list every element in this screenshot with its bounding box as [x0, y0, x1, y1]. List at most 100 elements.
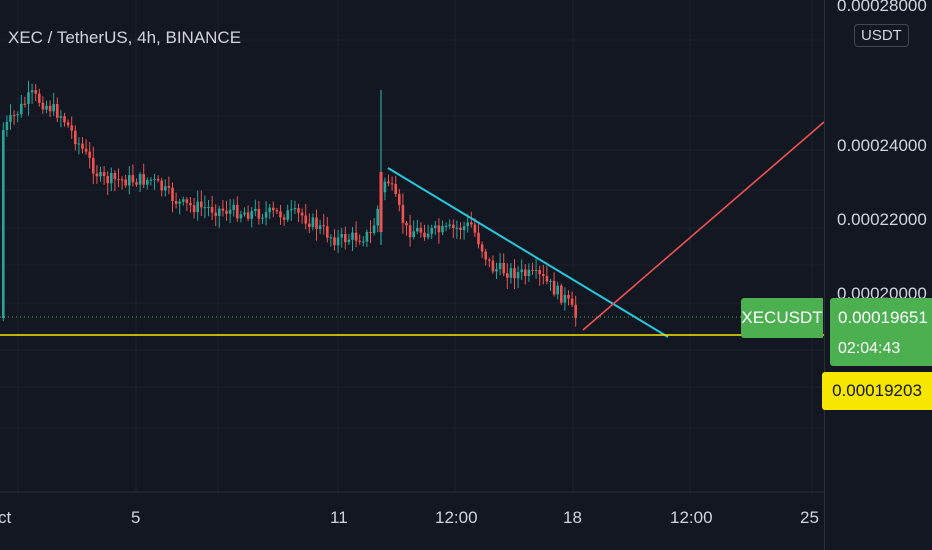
candle-body: [387, 181, 390, 184]
candle-body: [379, 172, 383, 232]
candle-body: [77, 143, 81, 145]
candle-body: [441, 225, 444, 233]
candle-body: [138, 174, 142, 185]
candle-body: [70, 125, 73, 131]
last-price-value: 0.00019651: [838, 308, 928, 327]
candle-body: [520, 269, 523, 273]
candle-body: [156, 178, 160, 181]
candle-body: [286, 210, 289, 220]
time-label: 11: [330, 508, 348, 527]
candle-body: [524, 269, 527, 277]
candle-body: [66, 122, 70, 126]
candle-body: [74, 130, 77, 145]
candle-body: [354, 232, 358, 241]
candle-body: [477, 232, 480, 245]
candle-body: [502, 262, 505, 274]
candle-body: [110, 173, 113, 184]
candle-body: [5, 121, 9, 130]
candle-body: [12, 115, 16, 117]
candle-body: [452, 224, 455, 228]
candle-body: [498, 262, 502, 269]
candle-body: [192, 205, 196, 213]
candle-body: [272, 207, 275, 211]
candle-body: [459, 227, 462, 230]
candle-body: [347, 239, 351, 243]
candle-body: [153, 178, 156, 180]
candle-body: [336, 237, 340, 246]
candle-body: [466, 222, 469, 227]
candle-body: [308, 223, 311, 227]
candle-body: [401, 204, 405, 224]
candle-body: [318, 225, 322, 229]
candle-body: [390, 183, 394, 185]
candle-body: [48, 105, 52, 112]
candle-body: [174, 201, 178, 204]
candle-body: [246, 212, 250, 219]
candle-body: [495, 268, 498, 272]
candle-body: [135, 182, 138, 185]
candle-body: [45, 105, 48, 110]
candle-body: [254, 208, 257, 211]
candle-body: [225, 210, 228, 214]
currency-button[interactable]: USDT: [854, 24, 909, 47]
candle-body: [113, 173, 117, 180]
candle-body: [560, 285, 563, 303]
candle-body: [268, 207, 271, 213]
candle-body: [34, 90, 37, 94]
candle-body: [300, 212, 304, 216]
time-label: ct: [0, 508, 12, 527]
candle-body: [351, 232, 354, 240]
candle-body: [84, 148, 88, 152]
candle-body: [322, 225, 325, 227]
candle-body: [160, 180, 163, 191]
candle-body: [462, 226, 466, 230]
candle-body: [430, 227, 433, 234]
candle-body: [333, 237, 336, 246]
time-label: 18: [563, 508, 582, 527]
candle-body: [200, 201, 203, 208]
candle-body: [372, 225, 376, 233]
candle-body: [23, 103, 27, 105]
candle-body: [506, 273, 509, 278]
candle-body: [311, 217, 315, 227]
candle-body: [264, 212, 268, 218]
candle-body: [290, 209, 293, 211]
candle-body: [369, 232, 372, 234]
candle-body: [383, 181, 387, 193]
candle-body: [189, 202, 192, 206]
candle-body: [329, 237, 333, 239]
candle-body: [552, 280, 556, 295]
candle-body: [257, 208, 261, 219]
time-label: 5: [131, 508, 141, 527]
projection-line: [582, 121, 825, 331]
symbol-badge: XECUSDT: [741, 298, 823, 338]
price-tick: 0.00024000: [837, 136, 927, 155]
candle-body: [59, 116, 63, 118]
candle-body: [92, 157, 95, 174]
hline-price-badge: 0.00019203: [822, 372, 932, 410]
time-label: 25: [800, 508, 819, 527]
candle-body: [574, 304, 577, 318]
candle-body: [549, 280, 552, 282]
candle-body: [236, 204, 239, 219]
candle-body: [99, 172, 102, 177]
candle-body: [167, 186, 171, 188]
price-axis[interactable]: 0.00028000 0.00024000 0.00022000 0.00020…: [824, 0, 932, 550]
candle-body: [232, 204, 235, 210]
candle-body: [243, 212, 246, 215]
last-price-badge: 0.00019651 02:04:43: [830, 298, 932, 366]
candle-body: [120, 179, 124, 181]
candle-body: [9, 115, 12, 122]
candle-body: [542, 274, 545, 277]
candle-body: [81, 143, 84, 149]
candle-body: [102, 172, 106, 177]
candle-body: [297, 208, 300, 213]
candle-body: [563, 294, 567, 303]
candle-body: [171, 187, 174, 202]
candle-body: [146, 179, 149, 185]
candle-body: [27, 92, 30, 104]
candle-body: [20, 103, 23, 115]
candle-body: [455, 227, 459, 229]
candle-body: [210, 206, 214, 213]
